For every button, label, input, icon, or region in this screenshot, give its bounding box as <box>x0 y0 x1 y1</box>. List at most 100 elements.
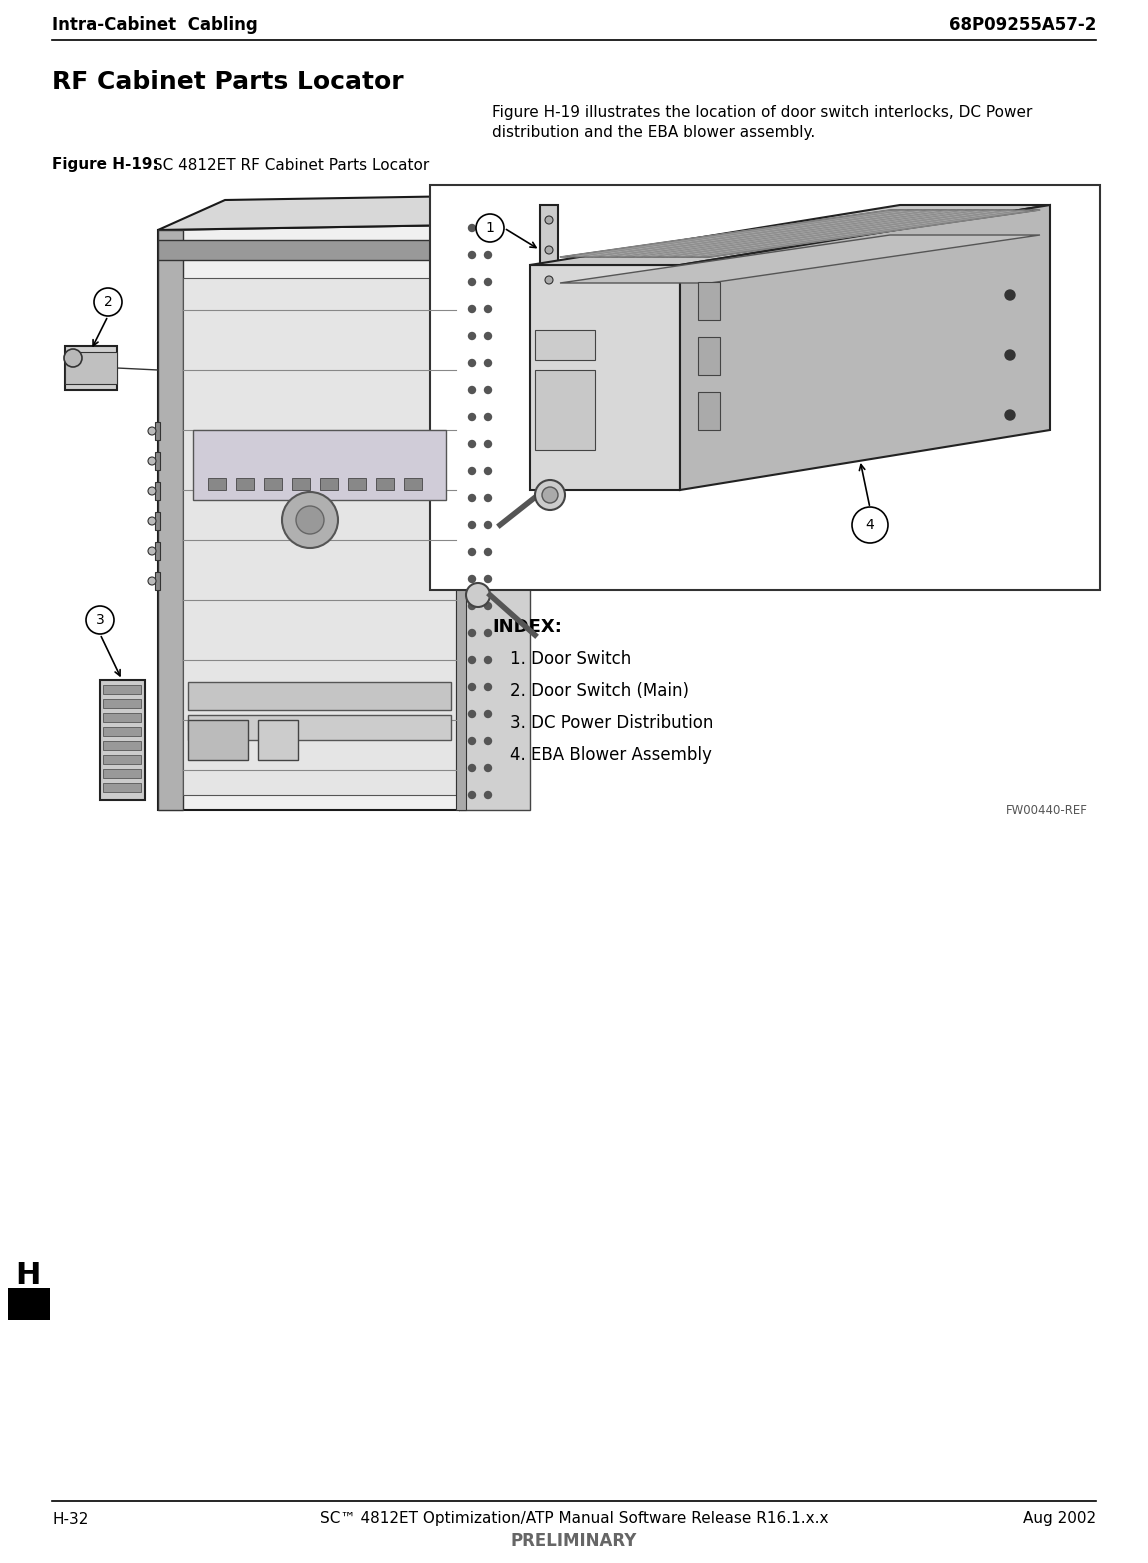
Circle shape <box>468 683 475 691</box>
Bar <box>155 572 160 589</box>
Circle shape <box>484 602 491 610</box>
Text: FW00440-REF: FW00440-REF <box>1006 803 1088 816</box>
Text: RF Cabinet Parts Locator: RF Cabinet Parts Locator <box>52 70 404 94</box>
Polygon shape <box>560 234 1040 283</box>
Circle shape <box>476 214 504 242</box>
Bar <box>155 542 160 560</box>
Bar <box>158 241 460 259</box>
Circle shape <box>852 506 889 542</box>
Circle shape <box>468 738 475 744</box>
Circle shape <box>484 278 491 286</box>
Text: SC™ 4812ET Optimization/ATP Manual Software Release R16.1.x.x: SC™ 4812ET Optimization/ATP Manual Softw… <box>320 1511 828 1527</box>
Circle shape <box>466 583 490 606</box>
Circle shape <box>484 630 491 636</box>
Bar <box>236 478 254 489</box>
Polygon shape <box>158 195 528 230</box>
Circle shape <box>484 549 491 555</box>
Circle shape <box>468 575 475 583</box>
Text: 1. Door Switch: 1. Door Switch <box>510 650 631 667</box>
Circle shape <box>468 467 475 475</box>
Bar <box>100 680 145 800</box>
Bar <box>103 713 141 722</box>
Circle shape <box>64 349 82 367</box>
Circle shape <box>148 427 156 435</box>
Bar <box>155 452 160 470</box>
Bar <box>103 783 141 792</box>
Bar <box>155 513 160 530</box>
Bar <box>103 727 141 736</box>
Bar <box>430 184 1100 589</box>
Circle shape <box>545 216 553 224</box>
Circle shape <box>468 602 475 610</box>
Circle shape <box>468 333 475 339</box>
Bar <box>460 241 530 810</box>
Bar <box>155 481 160 500</box>
Polygon shape <box>560 209 1040 256</box>
Bar <box>535 330 595 359</box>
Bar <box>404 478 422 489</box>
Polygon shape <box>460 195 528 810</box>
Circle shape <box>484 522 491 528</box>
Circle shape <box>542 488 558 503</box>
Bar <box>65 352 117 384</box>
Bar <box>698 392 720 430</box>
Text: 4. EBA Blower Assembly: 4. EBA Blower Assembly <box>510 746 712 764</box>
Bar <box>183 278 456 796</box>
Text: 68P09255A57-2: 68P09255A57-2 <box>948 16 1096 34</box>
Circle shape <box>484 494 491 502</box>
Bar <box>155 422 160 441</box>
Circle shape <box>484 467 491 475</box>
Circle shape <box>468 278 475 286</box>
Circle shape <box>468 630 475 636</box>
Text: 2. Door Switch (Main): 2. Door Switch (Main) <box>510 681 689 700</box>
Circle shape <box>484 333 491 339</box>
Circle shape <box>484 738 491 744</box>
Text: SC 4812ET RF Cabinet Parts Locator: SC 4812ET RF Cabinet Parts Locator <box>148 158 429 172</box>
Circle shape <box>468 711 475 717</box>
Text: H-32: H-32 <box>52 1511 88 1527</box>
Text: 3: 3 <box>95 613 104 627</box>
Text: Aug 2002: Aug 2002 <box>1023 1511 1096 1527</box>
Circle shape <box>468 386 475 394</box>
Bar <box>8 1288 51 1321</box>
Circle shape <box>468 549 475 555</box>
Circle shape <box>468 441 475 447</box>
Text: Figure H-19:: Figure H-19: <box>52 158 158 172</box>
Circle shape <box>148 577 156 585</box>
Circle shape <box>468 522 475 528</box>
Circle shape <box>1004 410 1015 420</box>
Circle shape <box>1004 291 1015 300</box>
Circle shape <box>468 359 475 366</box>
Bar <box>698 338 720 375</box>
Circle shape <box>484 386 491 394</box>
Circle shape <box>535 480 565 510</box>
Bar <box>258 721 298 760</box>
Circle shape <box>468 414 475 420</box>
Bar <box>103 769 141 778</box>
Text: distribution and the EBA blower assembly.: distribution and the EBA blower assembly… <box>492 125 815 141</box>
Circle shape <box>484 575 491 583</box>
Bar <box>188 681 451 710</box>
Circle shape <box>484 683 491 691</box>
Circle shape <box>468 494 475 502</box>
Text: PRELIMINARY: PRELIMINARY <box>511 1532 637 1550</box>
Bar <box>103 755 141 764</box>
Bar <box>264 478 282 489</box>
Bar <box>456 241 466 810</box>
Bar <box>193 430 447 500</box>
Circle shape <box>468 791 475 799</box>
Circle shape <box>484 252 491 258</box>
Circle shape <box>484 305 491 313</box>
Circle shape <box>468 225 475 231</box>
Circle shape <box>484 359 491 366</box>
Text: 2: 2 <box>103 295 113 309</box>
Bar <box>377 478 394 489</box>
Circle shape <box>545 245 553 255</box>
Text: 1: 1 <box>486 220 495 234</box>
Circle shape <box>484 441 491 447</box>
Bar <box>535 370 595 450</box>
Circle shape <box>282 492 338 549</box>
Bar <box>530 266 680 489</box>
Bar <box>65 345 117 391</box>
Circle shape <box>484 414 491 420</box>
